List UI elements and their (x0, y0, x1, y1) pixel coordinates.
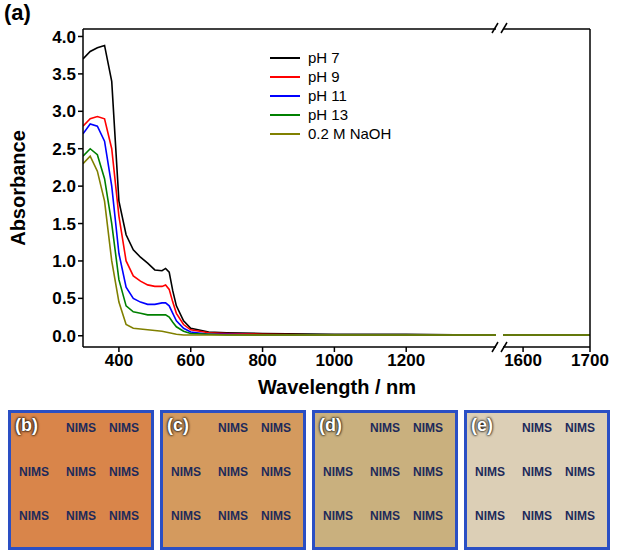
svg-text:0.0: 0.0 (52, 327, 76, 346)
html-text:NIMS: NIMS (413, 509, 443, 523)
svg-text:1.5: 1.5 (52, 215, 76, 234)
html-text:(d): (d) (319, 415, 342, 435)
html-text:NIMS: NIMS (261, 465, 291, 479)
html-text:NIMS: NIMS (66, 509, 96, 523)
html-text:NIMS: NIMS (522, 465, 552, 479)
svg-text:4.0: 4.0 (52, 28, 76, 47)
html-text:NIMS: NIMS (109, 509, 139, 523)
svg-text:3.5: 3.5 (52, 65, 76, 84)
html-text:pH 7: pH 7 (308, 49, 340, 66)
svg-text:1600: 1600 (504, 351, 542, 370)
html-text:NIMS: NIMS (370, 509, 400, 523)
html-text:0.2 M NaOH: 0.2 M NaOH (308, 125, 392, 142)
svg-text:400: 400 (105, 351, 133, 370)
html-text:NIMS: NIMS (475, 465, 505, 479)
svg-text:2.0: 2.0 (52, 177, 76, 196)
html-text:NIMS: NIMS (218, 421, 248, 435)
html-text:pH 13: pH 13 (308, 106, 348, 123)
html-text:NIMS: NIMS (171, 509, 201, 523)
html-text:(c): (c) (167, 415, 189, 435)
html-text:Wavelength / nm: Wavelength / nm (257, 376, 417, 398)
html-text:NIMS: NIMS (565, 465, 595, 479)
html-text:NIMS: NIMS (261, 421, 291, 435)
html-text:NIMS: NIMS (109, 421, 139, 435)
html-text:NIMS: NIMS (19, 509, 49, 523)
html-text:NIMS: NIMS (413, 421, 443, 435)
svg-text:0.5: 0.5 (52, 289, 76, 308)
html-text:(e): (e) (471, 415, 493, 435)
html-text:NIMS: NIMS (19, 465, 49, 479)
html-text:NIMS: NIMS (370, 465, 400, 479)
svg-text:3.0: 3.0 (52, 102, 76, 121)
html-text:pH 9: pH 9 (308, 68, 340, 85)
html-text:NIMS: NIMS (413, 465, 443, 479)
html-text:Absorbance: Absorbance (7, 129, 29, 246)
html-text:NIMS: NIMS (565, 509, 595, 523)
svg-text:1.0: 1.0 (52, 252, 76, 271)
html-text:NIMS: NIMS (218, 509, 248, 523)
html-text:(b): (b) (15, 415, 38, 435)
html-text:NIMS: NIMS (171, 465, 201, 479)
html-text:NIMS: NIMS (261, 509, 291, 523)
html-text:NIMS: NIMS (218, 465, 248, 479)
svg-text:600: 600 (177, 351, 205, 370)
svg-text:1000: 1000 (315, 351, 353, 370)
html-text:pH 11: pH 11 (308, 87, 347, 104)
html-text:NIMS: NIMS (66, 421, 96, 435)
svg-text:1700: 1700 (571, 351, 609, 370)
svg-text:1200: 1200 (387, 351, 425, 370)
html-text:NIMS: NIMS (323, 509, 353, 523)
html-text:(a): (a) (4, 0, 31, 25)
html-text:NIMS: NIMS (475, 509, 505, 523)
html-text:NIMS: NIMS (109, 465, 139, 479)
svg-text:2.5: 2.5 (52, 140, 76, 159)
html-text:NIMS: NIMS (370, 421, 400, 435)
html-text:NIMS: NIMS (522, 421, 552, 435)
html-text:NIMS: NIMS (66, 465, 96, 479)
html-text:NIMS: NIMS (522, 509, 552, 523)
html-text:NIMS: NIMS (565, 421, 595, 435)
html-text:NIMS: NIMS (323, 465, 353, 479)
svg-text:800: 800 (248, 351, 276, 370)
